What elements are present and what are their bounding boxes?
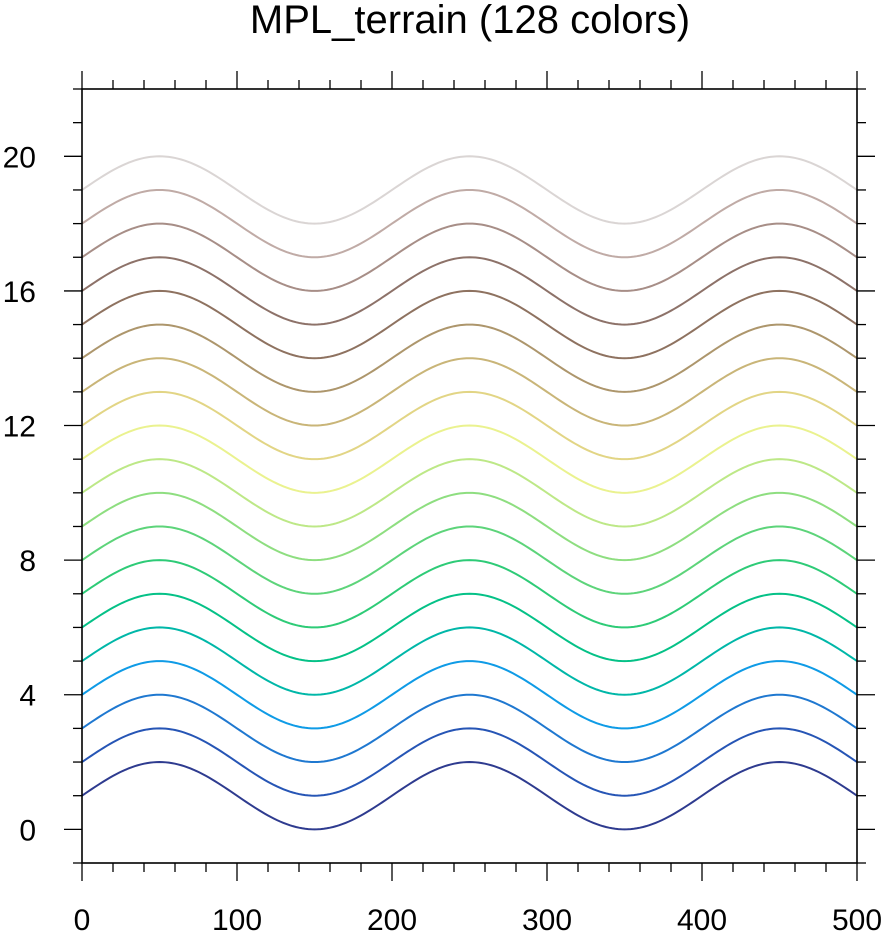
series-line: [81, 693, 858, 764]
series-line: [81, 357, 858, 427]
series-line: [81, 727, 858, 797]
x-tick-label: 300: [522, 904, 572, 935]
y-tick-label: 16: [3, 276, 36, 309]
series-line: [81, 559, 858, 629]
series-line: [81, 592, 858, 663]
tick-labels: 0 100 200 300 400 500 0 4 8 12 16 20: [3, 141, 882, 935]
series-line: [81, 289, 858, 360]
series-line: [81, 256, 858, 326]
chart-title: MPL_terrain (128 colors): [250, 0, 690, 42]
series-line: [81, 155, 858, 225]
y-tick-label: 0: [19, 814, 36, 847]
series-line: [81, 390, 858, 461]
series-lines: [81, 155, 858, 831]
series-line: [81, 188, 858, 259]
y-tick-label: 4: [19, 680, 36, 713]
series-line: [81, 424, 858, 494]
axis-ticks: [64, 71, 875, 881]
y-tick-label: 12: [3, 411, 36, 444]
y-tick-label: 20: [3, 141, 36, 174]
series-line: [81, 525, 858, 595]
x-tick-label: 500: [832, 904, 882, 935]
y-tick-label: 8: [19, 545, 36, 578]
series-line: [81, 660, 858, 730]
series-line: [81, 626, 858, 696]
x-tick-label: 400: [677, 904, 727, 935]
series-line: [81, 222, 858, 292]
x-tick-label: 0: [74, 904, 91, 935]
x-tick-label: 100: [212, 904, 262, 935]
series-line: [81, 491, 858, 562]
series-line: [81, 323, 858, 393]
plot-frame: [81, 88, 858, 864]
series-line: [81, 458, 858, 528]
x-tick-label: 200: [367, 904, 417, 935]
series-line: [81, 761, 858, 831]
